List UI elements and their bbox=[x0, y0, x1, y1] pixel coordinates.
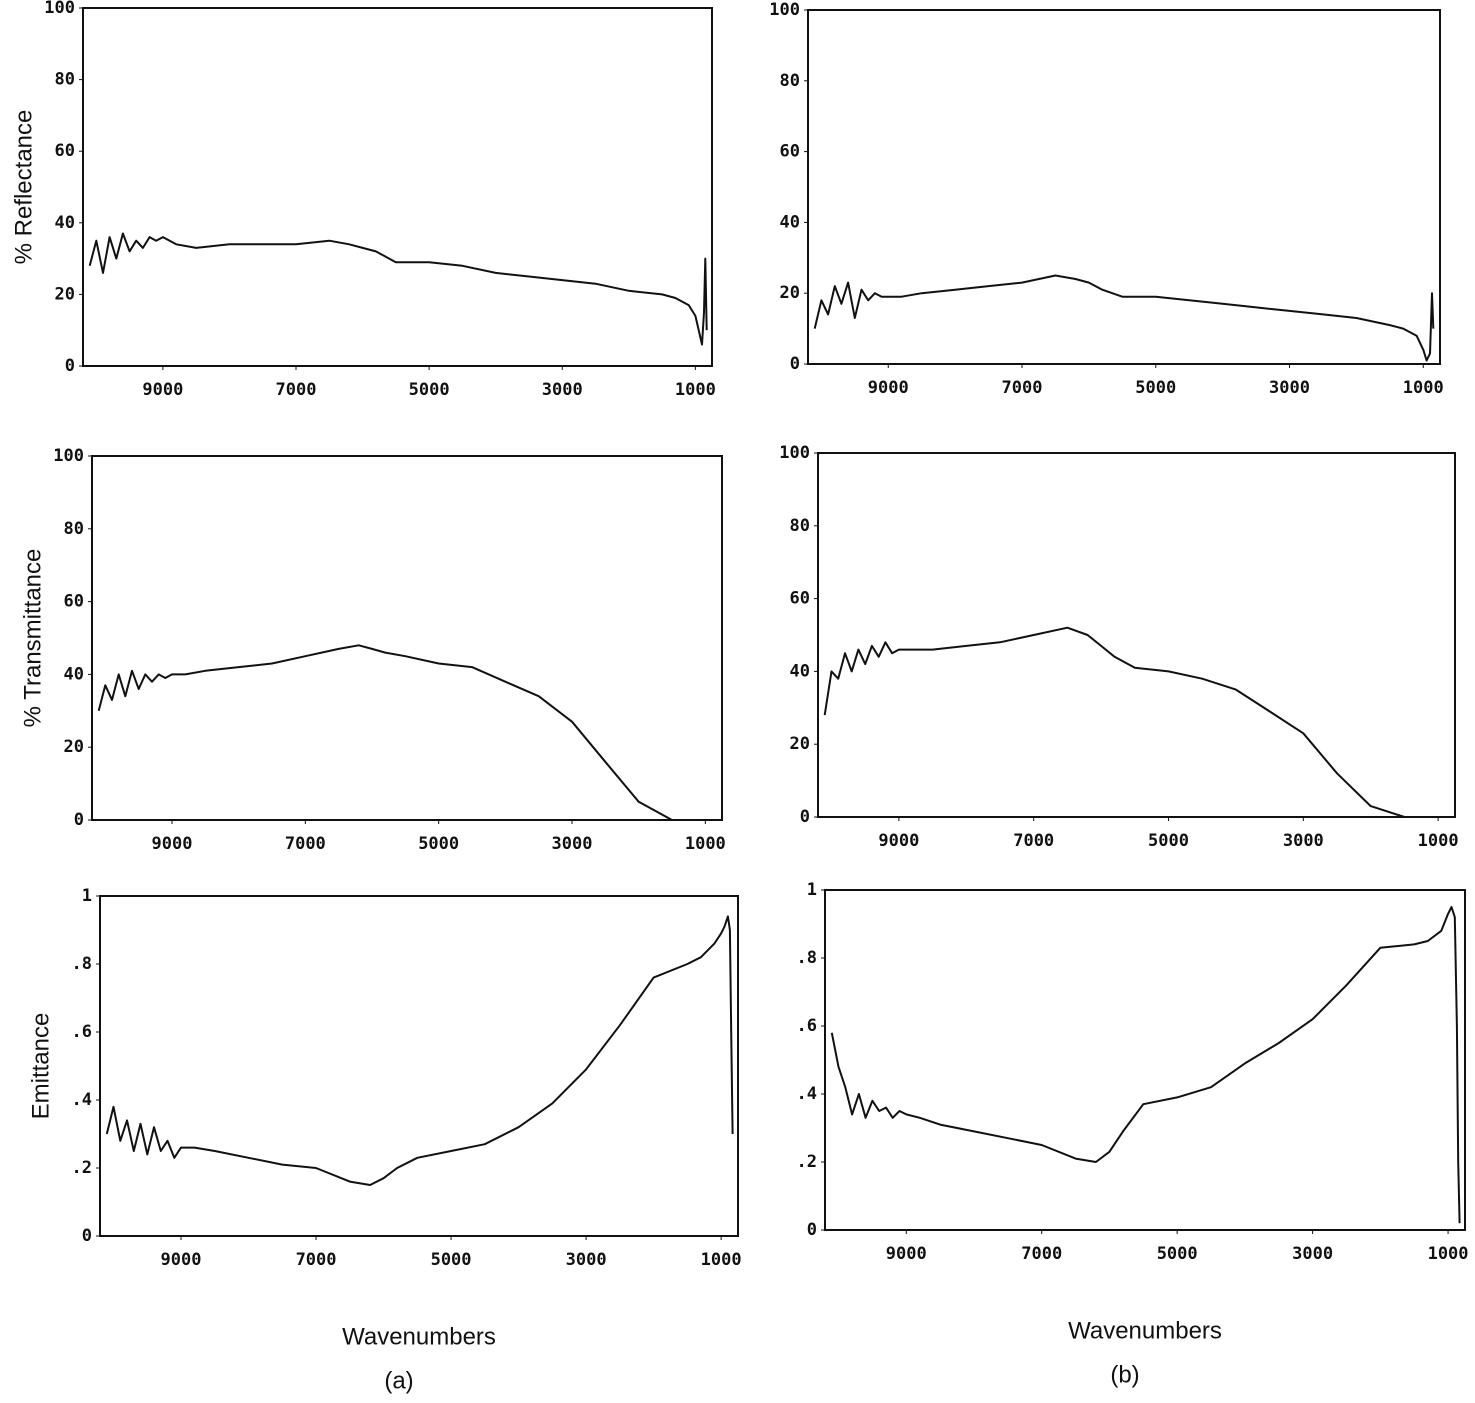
y-tick-label: 1 bbox=[82, 886, 92, 906]
data-line bbox=[105, 915, 734, 1186]
plot-frame bbox=[807, 9, 1441, 365]
y-tick-label: .2 bbox=[797, 1152, 817, 1172]
y-tick-label: 0 bbox=[790, 354, 800, 374]
y-tick-label: 60 bbox=[55, 141, 75, 161]
y-tick-label: 100 bbox=[44, 0, 75, 18]
y-tick-label: 40 bbox=[55, 213, 75, 233]
plot-frame bbox=[82, 7, 713, 367]
panel-caption: (b) bbox=[1110, 1361, 1139, 1388]
x-tick-label: 1000 bbox=[701, 1250, 742, 1270]
x-tick-label: 3000 bbox=[542, 380, 583, 400]
x-tick-label: 9000 bbox=[142, 380, 183, 400]
data-line bbox=[823, 626, 1405, 818]
data-line bbox=[813, 274, 1435, 362]
y-tick-label: 40 bbox=[780, 212, 800, 232]
y-axis-label: % Reflectance bbox=[10, 110, 37, 265]
y-tick-label: 80 bbox=[790, 516, 810, 536]
x-tick-label: 7000 bbox=[296, 1250, 337, 1270]
y-tick-label: .8 bbox=[797, 948, 817, 968]
y-axis-label: Emittance bbox=[27, 1013, 54, 1120]
x-tick-label: 3000 bbox=[1283, 831, 1324, 851]
y-tick-label: 80 bbox=[64, 519, 84, 539]
y-tick-label: 1 bbox=[807, 880, 817, 900]
x-tick-label: 9000 bbox=[152, 834, 193, 854]
x-axis-label: Wavenumbers bbox=[342, 1323, 496, 1350]
x-tick-label: 3000 bbox=[566, 1250, 607, 1270]
x-tick-label: 1000 bbox=[685, 834, 726, 854]
x-tick-label: 1000 bbox=[1403, 378, 1444, 398]
x-tick-label: 9000 bbox=[878, 831, 919, 851]
x-tick-label: 5000 bbox=[431, 1250, 472, 1270]
x-tick-label: 1000 bbox=[1428, 1244, 1469, 1264]
x-tick-label: 7000 bbox=[285, 834, 326, 854]
x-tick-label: 3000 bbox=[552, 834, 593, 854]
x-tick-label: 5000 bbox=[1148, 831, 1189, 851]
x-tick-label: 1000 bbox=[1418, 831, 1459, 851]
plot-frame bbox=[824, 889, 1466, 1231]
y-tick-label: 0 bbox=[800, 807, 810, 827]
y-axis-label: % Transmittance bbox=[19, 549, 46, 728]
y-tick-label: 0 bbox=[65, 356, 75, 376]
y-tick-label: 20 bbox=[55, 284, 75, 304]
x-tick-label: 9000 bbox=[868, 378, 909, 398]
y-tick-label: 0 bbox=[82, 1226, 92, 1246]
y-tick-label: 80 bbox=[780, 71, 800, 91]
y-tick-label: 80 bbox=[55, 70, 75, 90]
x-tick-label: 3000 bbox=[1269, 378, 1310, 398]
x-tick-label: 1000 bbox=[675, 380, 716, 400]
y-tick-label: 60 bbox=[780, 142, 800, 162]
plot-frame bbox=[91, 455, 723, 821]
x-tick-label: 5000 bbox=[1135, 378, 1176, 398]
y-tick-label: 0 bbox=[807, 1220, 817, 1240]
y-tick-label: 100 bbox=[779, 443, 810, 463]
y-tick-label: .6 bbox=[72, 1022, 92, 1042]
y-tick-label: 40 bbox=[790, 661, 810, 681]
y-tick-label: 20 bbox=[790, 734, 810, 754]
x-tick-label: 7000 bbox=[1002, 378, 1043, 398]
y-tick-label: 60 bbox=[64, 592, 84, 612]
panel-caption: (a) bbox=[384, 1367, 413, 1394]
y-tick-label: 40 bbox=[64, 664, 84, 684]
y-tick-label: .4 bbox=[797, 1084, 817, 1104]
plot-frame bbox=[817, 452, 1456, 818]
y-tick-label: .4 bbox=[72, 1090, 92, 1110]
x-tick-label: 5000 bbox=[409, 380, 450, 400]
x-tick-label: 9000 bbox=[161, 1250, 202, 1270]
x-tick-label: 3000 bbox=[1292, 1244, 1333, 1264]
x-tick-label: 7000 bbox=[1013, 831, 1054, 851]
y-tick-label: 0 bbox=[74, 810, 84, 830]
x-tick-label: 5000 bbox=[418, 834, 459, 854]
x-axis-label: Wavenumbers bbox=[1068, 1317, 1222, 1344]
y-tick-label: .6 bbox=[797, 1016, 817, 1036]
x-tick-label: 7000 bbox=[276, 380, 317, 400]
data-line bbox=[88, 232, 708, 346]
x-tick-label: 5000 bbox=[1157, 1244, 1198, 1264]
y-tick-label: 100 bbox=[53, 446, 84, 466]
y-tick-label: 20 bbox=[780, 283, 800, 303]
y-tick-label: 20 bbox=[64, 737, 84, 757]
data-line bbox=[830, 906, 1461, 1224]
x-tick-label: 9000 bbox=[886, 1244, 927, 1264]
y-tick-label: 60 bbox=[790, 589, 810, 609]
y-tick-label: .2 bbox=[72, 1158, 92, 1178]
x-tick-label: 7000 bbox=[1021, 1244, 1062, 1264]
y-tick-label: .8 bbox=[72, 954, 92, 974]
plot-frame bbox=[99, 895, 739, 1237]
data-line bbox=[97, 644, 699, 821]
y-tick-label: 100 bbox=[769, 0, 800, 20]
